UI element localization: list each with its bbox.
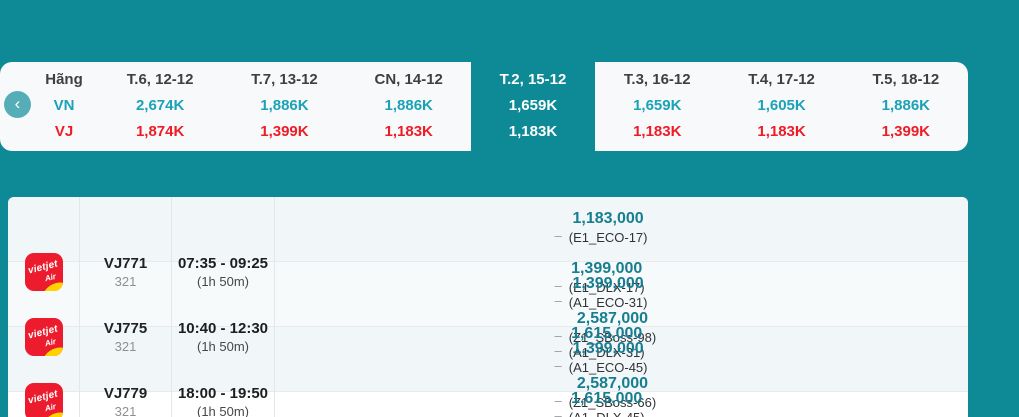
vn-price: 1,886K [881, 97, 931, 114]
fare-price: 1,399,000 [571, 260, 643, 277]
date-column-1[interactable]: T.7, 13-12 1,886K 1,399K [222, 62, 346, 151]
fare-dash: – [554, 358, 562, 373]
date-column-6[interactable]: T.5, 18-12 1,886K 1,399K [844, 62, 968, 151]
fare-dash: – [554, 393, 562, 408]
fare-class: (A1_DLX-45) [569, 409, 645, 417]
flight-number-cell: VJ779 321 [80, 327, 172, 417]
flight-time: 07:35 - 09:25 [177, 255, 269, 272]
carrier-header-label: Hãng [45, 71, 83, 88]
flight-number: VJ779 [103, 385, 148, 402]
date-column-4[interactable]: T.3, 16-12 1,659K 1,183K [595, 62, 719, 151]
carrier-label-vn: VN [53, 97, 75, 114]
fare-price: 1,615,000 [571, 390, 643, 407]
date-label: CN, 14-12 [374, 71, 443, 88]
fare-option-eco[interactable]: – 1,399,000 (A1_ECO-31) [555, 262, 703, 312]
vn-price: 1,605K [757, 97, 806, 114]
flight-duration: (1h 50m) [196, 404, 250, 417]
fare-class: (E1_DLX-17) [568, 280, 645, 295]
fare-dash: – [554, 328, 562, 343]
fare-option-dlx[interactable]: – 1,615,000 (A1_DLX-31) [555, 312, 703, 362]
fare-dash: – [554, 293, 562, 308]
fare-option-eco[interactable]: – 1,399,000 (A1_ECO-45) [555, 327, 703, 377]
flight-row-vj771[interactable]: vietjet Air VJ771 321 07:35 - 09:25 (1h … [8, 197, 968, 347]
fare-class: (A1_ECO-45) [568, 360, 648, 375]
vietjet-logo: vietjet Air [24, 383, 63, 417]
aircraft-type: 321 [114, 339, 137, 354]
date-price-strip: ‹ Hãng VN VJ T.6, 12-12 2,674K 1,874K T.… [0, 62, 968, 155]
date-column-0[interactable]: T.6, 12-12 2,674K 1,874K [98, 62, 222, 151]
vj-price: 1,183K [757, 123, 806, 140]
time-cell: 07:35 - 09:25 (1h 50m) [172, 197, 275, 347]
flight-time: 10:40 - 12:30 [177, 320, 269, 337]
vietjet-logo: vietjet Air [24, 253, 63, 291]
time-cell: 18:00 - 19:50 (1h 50m) [172, 327, 275, 417]
date-label: T.2, 15-12 [499, 71, 567, 88]
fare-price: 1,183,000 [572, 210, 644, 227]
fare-dash: – [554, 408, 562, 417]
date-column-3-selected[interactable]: T.2, 15-12 1,659K 1,183K [470, 62, 596, 155]
aircraft-type: 321 [114, 404, 137, 417]
date-label: T.5, 18-12 [872, 71, 940, 88]
fare-price: 2,587,000 [576, 310, 649, 327]
fare-option-dlx[interactable]: – 1,399,000 (E1_DLX-17) [555, 247, 703, 297]
chevron-left-icon: ‹ [14, 94, 21, 113]
logo-word-2: Air [43, 271, 57, 283]
date-label: T.4, 17-12 [748, 71, 815, 88]
flight-number: VJ775 [103, 320, 148, 337]
fare-dash: – [554, 228, 562, 243]
vj-price: 1,399K [881, 123, 931, 140]
fare-price: 1,615,000 [571, 325, 643, 342]
fare-option-sboss[interactable]: – 2,587,000 (Z1_SBoss-66) [555, 362, 703, 412]
flight-number: VJ771 [103, 255, 148, 272]
flight-row-vj775[interactable]: vietjet Air VJ775 321 10:40 - 12:30 (1h … [8, 262, 968, 412]
vn-price: 1,886K [260, 97, 309, 114]
airline-logo-cell: vietjet Air [8, 327, 80, 417]
fare-price: 1,399,000 [572, 275, 644, 292]
logo-word-2: Air [43, 401, 57, 413]
fare-class: (E1_ECO-17) [568, 230, 648, 245]
fare-class: (A1_DLX-31) [568, 345, 645, 360]
flight-duration: (1h 50m) [196, 339, 250, 354]
vj-price: 1,183K [508, 123, 558, 140]
flight-row-vj779[interactable]: vietjet Air VJ779 321 18:00 - 19:50 (1h … [8, 327, 968, 417]
date-label: T.7, 13-12 [251, 71, 318, 88]
vj-price: 1,399K [260, 123, 309, 140]
back-button[interactable]: ‹ [4, 91, 31, 118]
flight-duration: (1h 50m) [196, 274, 250, 289]
carrier-column: Hãng VN VJ [30, 62, 98, 151]
fare-dash: – [554, 343, 562, 358]
fares-cell: – 1,183,000 (E1_ECO-17) – 1,399,000 (E1_… [275, 197, 968, 347]
vn-price: 2,674K [135, 97, 185, 114]
fare-option-eco[interactable]: – 1,183,000 (E1_ECO-17) [555, 197, 703, 247]
flight-time: 18:00 - 19:50 [177, 385, 269, 402]
vietjet-logo: vietjet Air [24, 318, 63, 356]
date-column-5[interactable]: T.4, 17-12 1,605K 1,183K [719, 62, 843, 151]
fare-class: (Z1_SBoss-98) [568, 330, 657, 345]
date-label: T.6, 12-12 [126, 71, 194, 88]
vn-price: 1,659K [633, 97, 682, 114]
fare-option-dlx[interactable]: – 1,615,000 (A1_DLX-45) [555, 377, 703, 417]
carrier-label-vj: VJ [54, 123, 74, 140]
fares-cell: – 1,399,000 (A1_ECO-45) – 1,615,000 (A1_… [275, 327, 968, 417]
fare-dash: – [554, 278, 562, 293]
vn-price: 1,659K [508, 97, 558, 114]
aircraft-type: 321 [114, 274, 137, 289]
vj-price: 1,874K [135, 123, 185, 140]
logo-word-2: Air [43, 336, 57, 348]
fares-cell: – 1,399,000 (A1_ECO-31) – 1,615,000 (A1_… [275, 262, 968, 412]
fare-price: 1,399,000 [572, 340, 644, 357]
date-label: T.3, 16-12 [623, 71, 691, 88]
vn-price: 1,886K [384, 97, 433, 114]
date-column-2[interactable]: CN, 14-12 1,886K 1,183K [347, 62, 471, 151]
fare-price: 2,587,000 [576, 375, 649, 392]
fare-class: (A1_ECO-31) [568, 295, 648, 310]
vj-price: 1,183K [633, 123, 682, 140]
flight-list: vietjet Air VJ771 321 07:35 - 09:25 (1h … [8, 197, 968, 417]
vj-price: 1,183K [384, 123, 433, 140]
fare-option-sboss[interactable]: – 2,587,000 (Z1_SBoss-98) [555, 297, 703, 347]
fare-class: (Z1_SBoss-66) [568, 395, 657, 410]
